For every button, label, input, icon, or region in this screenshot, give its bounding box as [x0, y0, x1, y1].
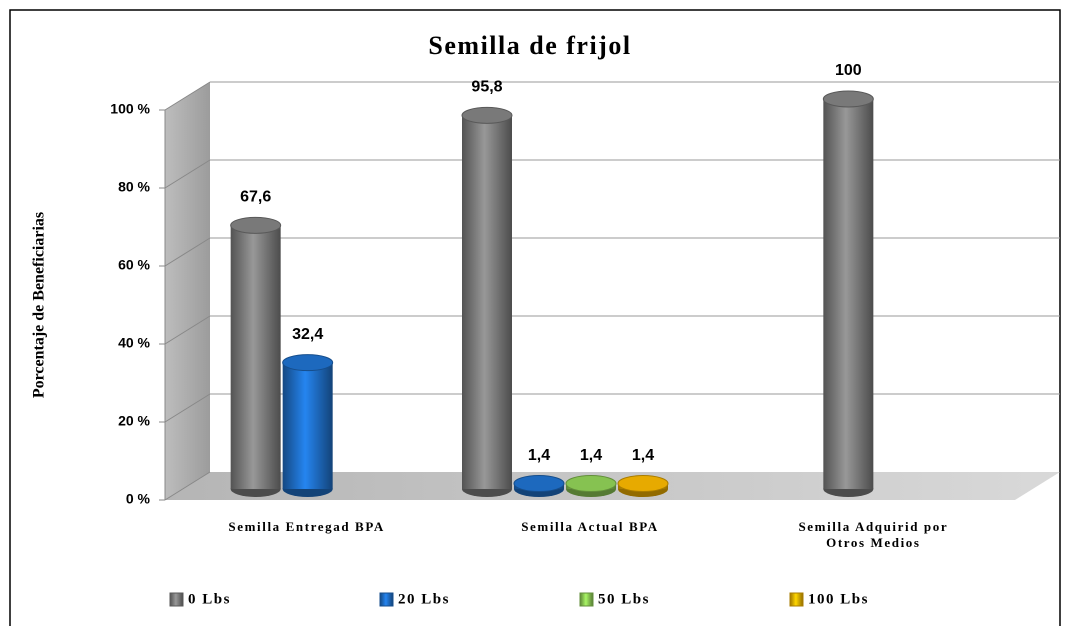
bar-top — [461, 106, 513, 124]
wall-grid-line — [164, 315, 211, 345]
data-label: 1,4 — [632, 447, 654, 464]
legend-swatch — [379, 592, 394, 607]
bar-top — [822, 90, 874, 108]
legend-label: 0 Lbs — [188, 591, 231, 607]
wall-grid-line — [164, 393, 211, 423]
side-wall — [165, 82, 210, 500]
data-label: 67,6 — [240, 189, 271, 206]
y-tick-label: 60 % — [118, 257, 150, 273]
y-tick-label: 40 % — [118, 335, 150, 351]
bar-body — [823, 99, 874, 489]
x-tick-label: Semilla Adquirid por Otros Medios — [798, 519, 948, 550]
y-tick-label: 100 % — [110, 101, 150, 117]
data-label: 100 — [835, 62, 862, 79]
legend-label: 100 Lbs — [808, 591, 869, 607]
data-label: 1,4 — [528, 447, 550, 464]
bar — [230, 216, 282, 497]
bar-top — [565, 475, 617, 493]
bar-top — [282, 354, 334, 372]
legend-swatch — [789, 592, 804, 607]
x-tick-label: Semilla Entregad BPA — [228, 519, 384, 534]
wall-grid-line — [164, 81, 211, 111]
data-label: 95,8 — [471, 79, 502, 96]
bar-top — [230, 216, 282, 234]
y-axis-label: Porcentaje de Beneficiarias — [31, 212, 48, 398]
bar-body — [282, 362, 333, 489]
bar — [617, 475, 669, 497]
wall-grid-line — [164, 471, 211, 501]
legend-swatch — [169, 592, 184, 607]
x-tick-label: Semilla Actual BPA — [521, 519, 659, 534]
legend-label: 20 Lbs — [398, 591, 450, 607]
chart-title: Semilla de frijol — [428, 31, 631, 60]
legend-label: 50 Lbs — [598, 591, 650, 607]
bar-body — [462, 115, 512, 489]
data-label: 1,4 — [580, 447, 602, 464]
bar — [822, 90, 874, 497]
wall-grid-line — [164, 159, 211, 189]
legend-swatch — [579, 592, 594, 607]
y-tick-label: 80 % — [118, 179, 150, 195]
bar — [565, 475, 617, 497]
frame — [9, 9, 1061, 626]
bar — [461, 106, 513, 497]
bar — [513, 475, 565, 497]
bar-top — [513, 475, 565, 493]
bar-body — [230, 225, 281, 490]
bars — [230, 90, 874, 497]
y-tick-label: 20 % — [118, 413, 150, 429]
wall-grid-line — [164, 237, 211, 267]
bar-top — [617, 475, 669, 493]
data-label: 32,4 — [292, 326, 323, 343]
bar — [282, 354, 334, 497]
y-tick-label: 0 % — [126, 491, 151, 507]
